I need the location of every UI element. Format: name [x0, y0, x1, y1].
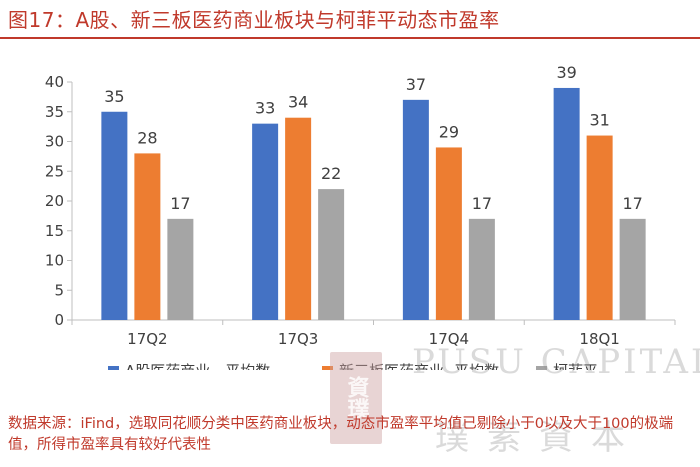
x-tick-label: 17Q2 [127, 330, 167, 348]
data-label: 22 [321, 164, 341, 183]
y-tick-label: 30 [45, 133, 64, 151]
y-tick-label: 5 [54, 281, 64, 299]
watermark-seal: 資璞 [330, 352, 382, 444]
bar [285, 117, 312, 320]
data-label: 33 [255, 99, 275, 118]
legend-label: 新三板医药商业- 平均数 [339, 362, 499, 370]
bar [252, 123, 279, 321]
legend-label: 柯菲平 [553, 362, 598, 370]
y-tick-label: 15 [45, 222, 64, 240]
y-tick-label: 0 [54, 311, 64, 329]
chart-data-labels: 35 28 17 33 34 22 37 29 17 39 31 17 [104, 63, 643, 213]
chart-bars [101, 87, 646, 321]
source-note: 数据来源：iFind，选取同花顺分类中医药商业板块，动态市盈率平均值已剔除小于0… [8, 416, 674, 453]
legend-swatch [536, 366, 547, 370]
bar [134, 153, 161, 320]
y-tick-label: 25 [45, 162, 64, 180]
y-tick-label: 35 [45, 103, 64, 121]
bar-chart: 0 5 10 15 20 25 30 35 40 35 28 17 33 34 22 37 29 17 39 31 1… [45, 63, 676, 370]
bar [402, 99, 429, 320]
watermark-seal-text: 資璞 [343, 376, 369, 420]
x-tick-label: 17Q4 [429, 330, 469, 348]
y-tick-label: 40 [45, 73, 64, 91]
watermark-cjk: 璞素資本 [435, 418, 643, 458]
data-label: 28 [137, 128, 157, 147]
data-label: 34 [288, 93, 308, 112]
chart-legend: A股医药商业 - 平均数 新三板医药商业- 平均数 柯菲平 [108, 362, 598, 370]
x-tick-label: 18Q1 [579, 330, 619, 348]
watermark-text: PUSU CAPITAL [412, 342, 700, 382]
chart-title: 图17：A股、新三板医药商业板块与柯菲平动态市盈率 [8, 8, 500, 32]
bar [553, 87, 580, 320]
legend-swatch [108, 366, 119, 370]
data-label: 31 [589, 111, 609, 130]
data-label: 39 [556, 63, 576, 82]
data-label: 17 [170, 194, 190, 213]
bar [619, 218, 646, 320]
data-label: 17 [472, 194, 492, 213]
data-label: 29 [439, 122, 459, 141]
legend-label: A股医药商业 - 平均数 [125, 362, 270, 370]
chart-x-tick-labels: 17Q2 17Q3 17Q4 18Q1 [71, 320, 676, 348]
y-tick-label: 10 [45, 252, 64, 270]
bar [101, 111, 128, 320]
bar [586, 135, 613, 320]
x-tick-label: 17Q3 [278, 330, 318, 348]
title-divider [0, 37, 700, 39]
data-label: 37 [406, 75, 426, 94]
y-tick-label: 20 [45, 192, 64, 210]
bar [435, 147, 462, 320]
bar [318, 189, 345, 320]
data-label: 35 [104, 87, 124, 106]
legend-swatch [322, 366, 333, 370]
bar [167, 218, 194, 320]
data-label: 17 [622, 194, 642, 213]
bar [468, 218, 495, 320]
